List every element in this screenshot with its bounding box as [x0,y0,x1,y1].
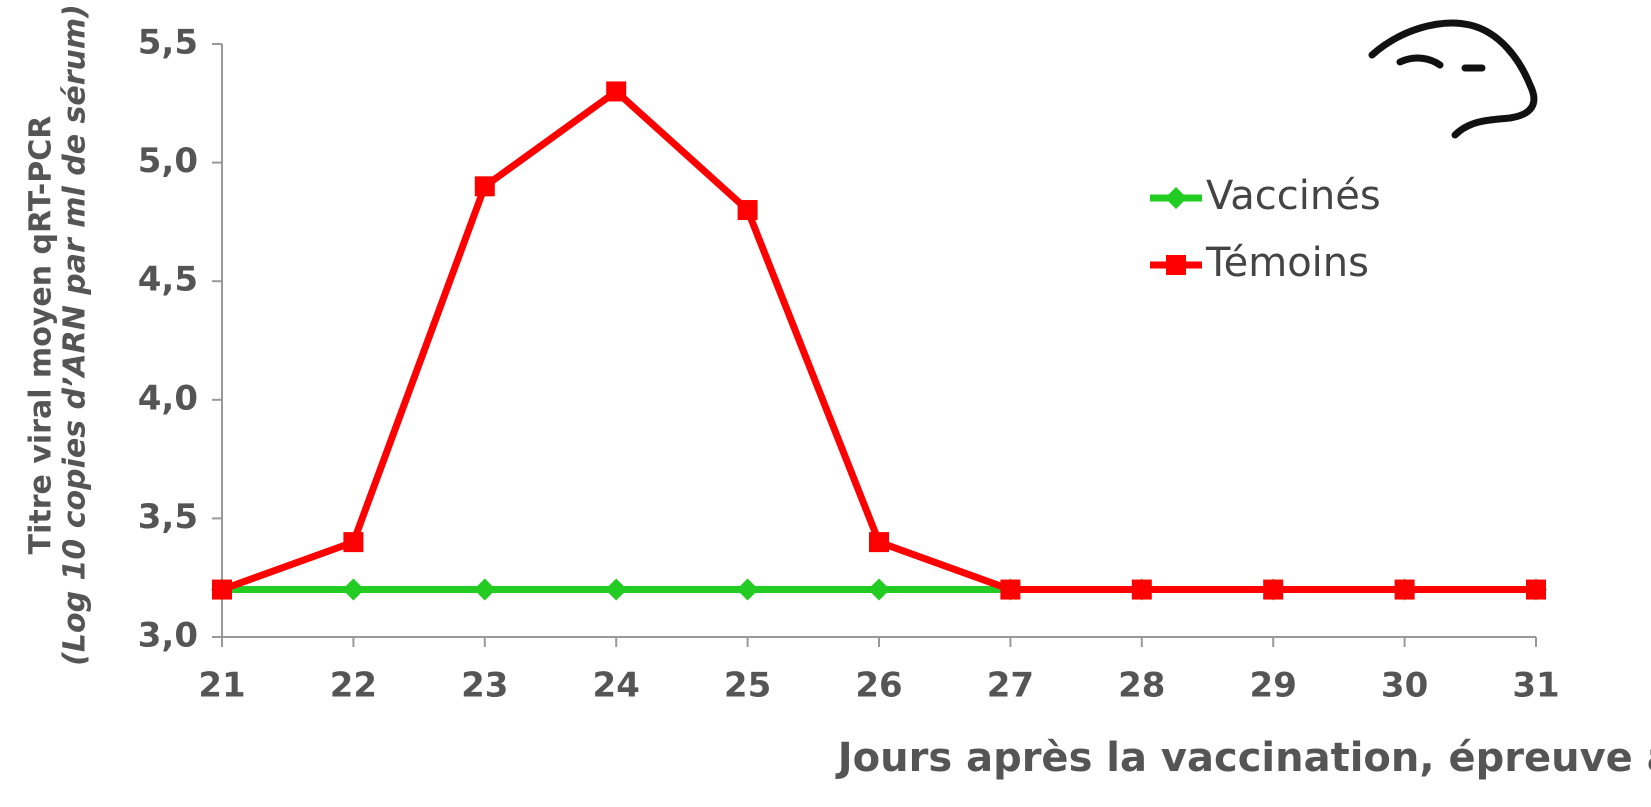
x-tick-label: 23 [461,666,508,706]
y-axis-title: Titre viral moyen qRT-PCR [24,116,59,555]
data-point [868,579,890,601]
data-point [1526,580,1546,600]
x-tick-label: 24 [593,666,640,706]
x-axis-title: Jours après la vaccination, épreuve à J2… [835,735,1651,781]
x-tick-label: 28 [1118,666,1165,706]
x-tick-label: 27 [987,666,1034,706]
y-tick-label: 5,5 [138,23,198,63]
data-point [737,579,759,601]
y-tick-label: 5,0 [138,141,198,181]
data-point [1263,580,1283,600]
chart: Jours après la vaccination, épreuve à J2… [0,0,1651,807]
data-point [1132,580,1152,600]
data-point [606,81,626,101]
x-tick-label: 30 [1381,666,1428,706]
y-tick-label: 4,0 [138,378,198,418]
x-tick-label: 31 [1512,666,1559,706]
x-tick-label: 22 [330,666,377,706]
y-tick-label: 3,5 [138,497,198,537]
legend-marker [1166,255,1186,275]
y-axis-title: (Log 10 copies d’ARN par ml de sérum) [58,4,93,666]
data-point [605,579,627,601]
data-point [475,176,495,196]
y-tick-label: 4,5 [138,260,198,300]
x-tick-label: 29 [1250,666,1297,706]
data-point [342,579,364,601]
legend-label: Témoins [1205,240,1369,286]
data-point [1000,580,1020,600]
data-point [869,532,889,552]
legend-label: Vaccinés [1206,173,1381,219]
data-point [1395,580,1415,600]
x-tick-label: 21 [198,666,245,706]
legend-marker [1165,187,1187,209]
series-line [222,91,1536,589]
x-tick-label: 25 [724,666,771,706]
x-tick-label: 26 [855,666,902,706]
data-point [738,200,758,220]
data-point [343,532,363,552]
data-point [474,579,496,601]
y-tick-label: 3,0 [138,616,198,656]
data-point [212,580,232,600]
sheep-icon [1372,23,1534,135]
